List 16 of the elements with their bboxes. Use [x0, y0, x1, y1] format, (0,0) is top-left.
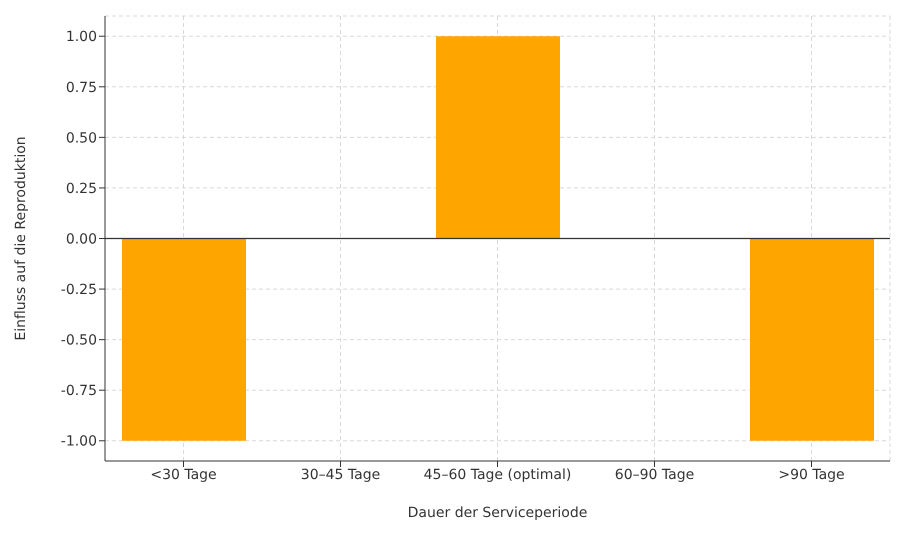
y-tick-label: -1.00 — [60, 434, 97, 450]
x-tick-label: >90 Tage — [778, 466, 845, 483]
y-tick-label: 1.00 — [66, 29, 97, 46]
x-axis-title: Dauer der Serviceperiode — [408, 505, 588, 521]
y-tick-label: 0.25 — [66, 180, 97, 197]
y-tick-label: -0.25 — [60, 282, 97, 298]
y-tick-label: 0.75 — [66, 80, 97, 96]
y-tick-label: 0.00 — [66, 231, 97, 248]
y-tick-label: 0.50 — [66, 130, 97, 146]
y-tick-label: -0.50 — [60, 332, 97, 349]
x-tick-label: 60–90 Tage — [614, 466, 694, 483]
y-tick-label: -0.75 — [60, 383, 97, 400]
x-tick-label: 30–45 Tage — [300, 466, 380, 483]
x-tick-label: 45–60 Tage (optimal) — [424, 466, 572, 483]
y-axis-title: Einfluss auf die Reproduktion — [12, 136, 29, 341]
x-tick-label: <30 Tage — [150, 466, 217, 483]
